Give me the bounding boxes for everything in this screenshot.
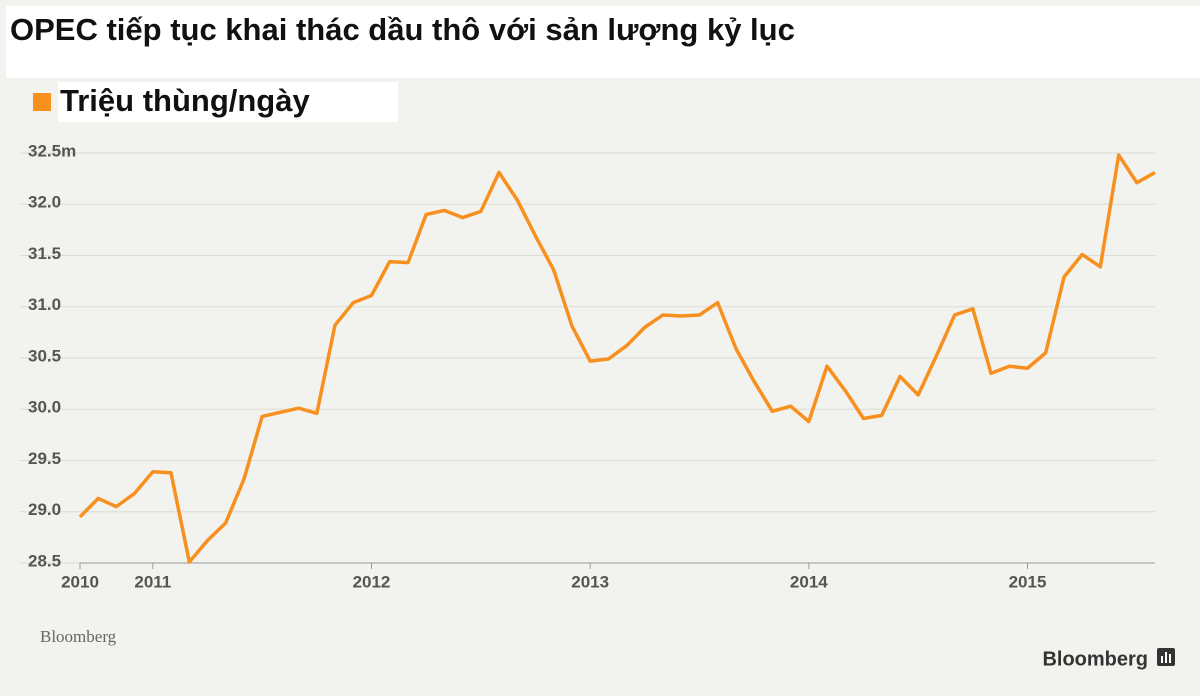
legend-label: Triệu thùng/ngày — [60, 83, 310, 118]
y-tick-label: 32.0 — [28, 193, 61, 212]
y-tick-label: 32.5m — [28, 141, 76, 160]
y-tick-label: 30.5 — [28, 346, 61, 365]
x-tick-label: 2015 — [1009, 572, 1047, 591]
x-tick-label: 2011 — [134, 572, 171, 591]
brand: Bloomberg — [1042, 648, 1148, 670]
x-tick-label: 2012 — [353, 572, 391, 591]
y-tick-label: 30.0 — [28, 398, 61, 417]
y-tick-label: 31.0 — [28, 295, 61, 314]
title-box — [6, 6, 1200, 78]
line — [78, 153, 1156, 564]
x-tick-label: 2014 — [790, 572, 828, 591]
y-tick-label: 29.0 — [28, 500, 61, 519]
y-tick-label: 29.5 — [28, 449, 61, 468]
y-tick-label: 31.5 — [28, 244, 61, 263]
source: Bloomberg — [40, 627, 117, 646]
legend-swatch — [33, 93, 51, 111]
x-tick-label: 2013 — [571, 572, 609, 591]
brand-icon — [1157, 648, 1175, 666]
y-tick-label: 28.5 — [28, 551, 61, 570]
x-tick-label: 2010 — [61, 572, 99, 591]
chart-title: OPEC tiếp tục khai thác dầu thô với sản … — [10, 12, 795, 47]
legend-box — [58, 82, 398, 122]
